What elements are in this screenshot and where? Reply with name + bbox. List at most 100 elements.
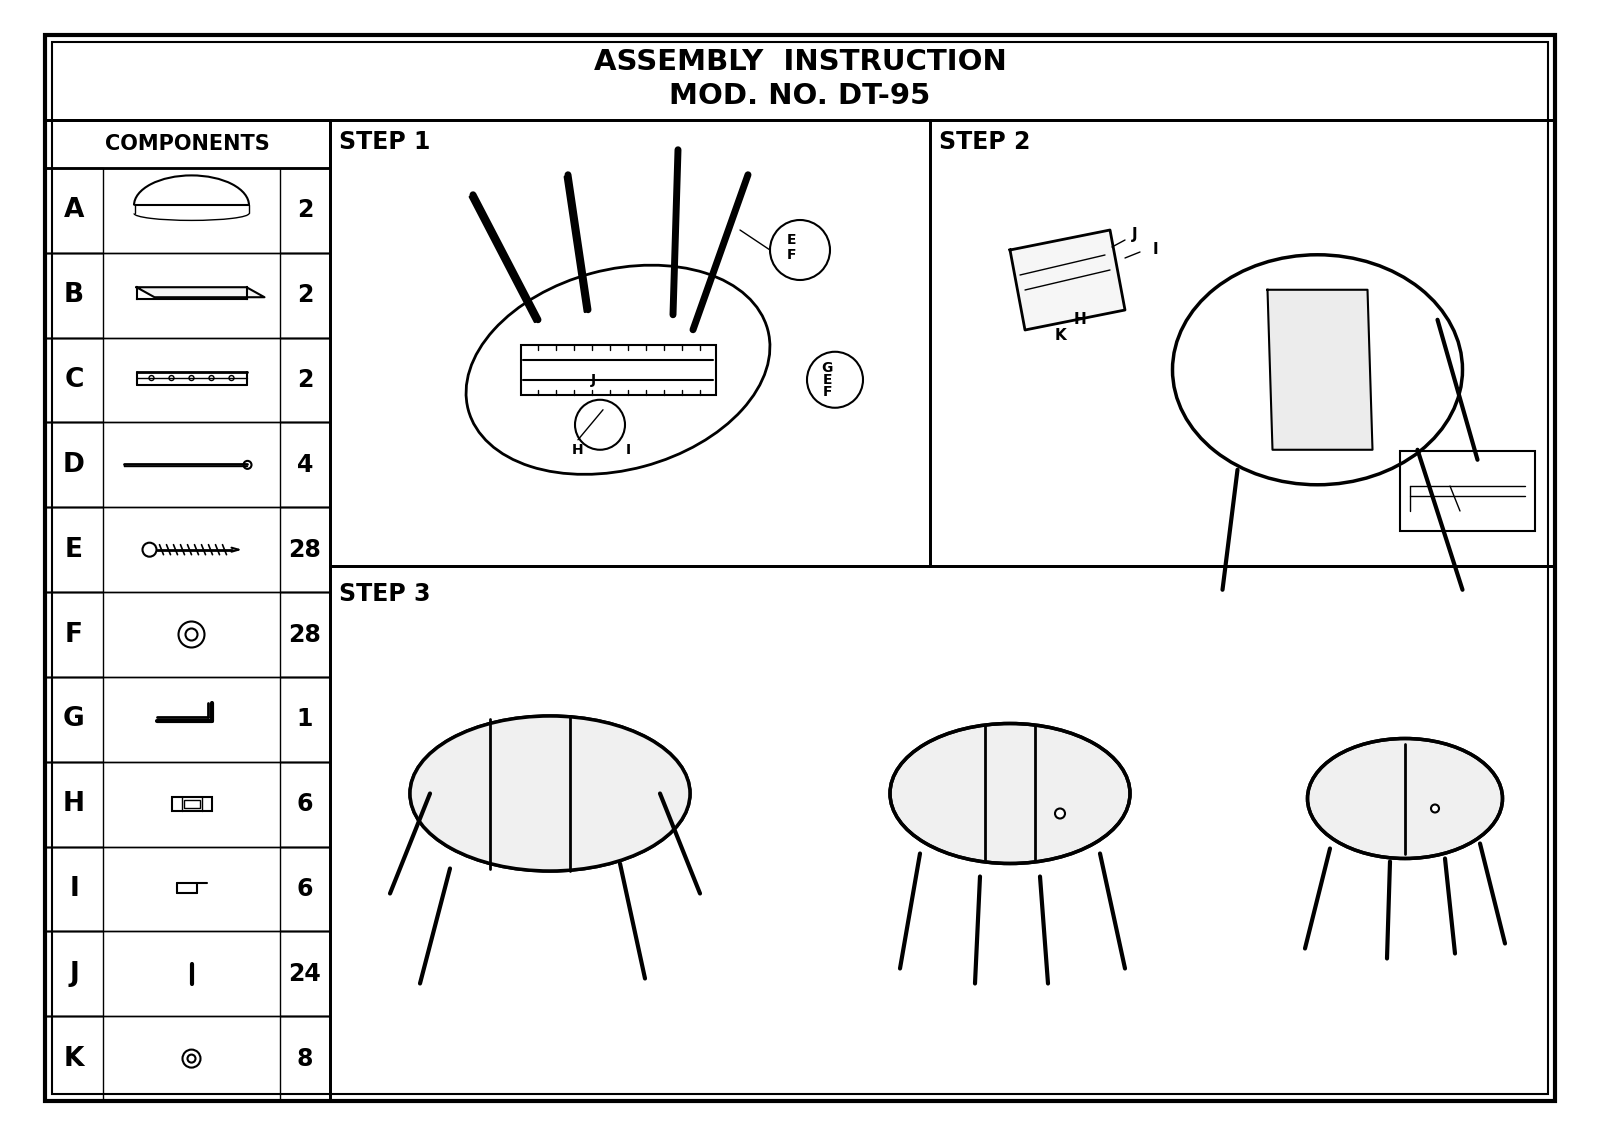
Bar: [45, 338, 330, 423]
Text: K: K: [64, 1045, 85, 1071]
Bar: [45, 423, 102, 508]
Text: STEP 3: STEP 3: [339, 582, 430, 606]
Text: 2: 2: [298, 368, 314, 392]
Text: F: F: [66, 622, 83, 648]
Bar: [280, 761, 330, 846]
Text: G: G: [62, 707, 85, 732]
Text: 1: 1: [298, 707, 314, 732]
Circle shape: [229, 375, 234, 380]
Bar: [45, 120, 330, 169]
Text: 6: 6: [296, 877, 314, 901]
Bar: [45, 761, 330, 846]
Circle shape: [170, 375, 174, 380]
Bar: [280, 593, 330, 677]
Text: 24: 24: [288, 961, 322, 986]
Text: I: I: [626, 442, 630, 457]
Bar: [171, 797, 211, 811]
Bar: [45, 169, 330, 253]
Ellipse shape: [890, 724, 1130, 863]
Bar: [45, 1016, 102, 1100]
Circle shape: [243, 460, 251, 469]
Bar: [930, 120, 1555, 566]
Text: COMPONENTS: COMPONENTS: [106, 133, 270, 154]
Circle shape: [187, 1054, 195, 1063]
Circle shape: [189, 375, 194, 380]
Bar: [280, 338, 330, 423]
Text: K: K: [1054, 328, 1066, 343]
Bar: [45, 35, 1555, 120]
Text: 8: 8: [296, 1046, 314, 1071]
Text: 4: 4: [298, 452, 314, 477]
Bar: [45, 120, 330, 1100]
Text: B: B: [64, 283, 85, 309]
Bar: [45, 677, 102, 761]
Bar: [280, 846, 330, 931]
Text: STEP 1: STEP 1: [339, 130, 430, 154]
Bar: [1400, 451, 1534, 530]
Text: A: A: [64, 198, 85, 224]
Circle shape: [142, 543, 157, 556]
Bar: [45, 253, 330, 338]
Bar: [45, 423, 330, 508]
Polygon shape: [1010, 230, 1125, 330]
Text: G: G: [821, 361, 832, 374]
Bar: [45, 931, 102, 1016]
Circle shape: [179, 622, 205, 648]
Text: J: J: [69, 960, 78, 986]
Circle shape: [182, 1050, 200, 1068]
Circle shape: [186, 629, 197, 640]
Text: H: H: [573, 442, 584, 457]
Text: F: F: [787, 248, 797, 262]
Bar: [45, 1016, 330, 1100]
Bar: [45, 677, 330, 761]
Text: J: J: [1133, 227, 1138, 242]
Bar: [280, 931, 330, 1016]
Text: F: F: [822, 385, 832, 399]
Text: I: I: [1152, 242, 1158, 258]
Text: J: J: [590, 373, 595, 387]
Bar: [45, 508, 102, 593]
Polygon shape: [1267, 290, 1373, 450]
Text: C: C: [64, 368, 83, 394]
Text: ASSEMBLY  INSTRUCTION: ASSEMBLY INSTRUCTION: [594, 49, 1006, 76]
Circle shape: [149, 375, 154, 380]
Bar: [45, 761, 102, 846]
Bar: [45, 846, 102, 931]
Bar: [45, 508, 330, 593]
Bar: [280, 169, 330, 253]
Bar: [45, 253, 102, 338]
Polygon shape: [136, 287, 264, 297]
Bar: [280, 677, 330, 761]
Bar: [45, 593, 102, 677]
Bar: [45, 931, 330, 1016]
Bar: [330, 120, 930, 566]
Ellipse shape: [410, 716, 690, 871]
Bar: [280, 508, 330, 593]
Text: 28: 28: [288, 622, 322, 647]
Text: E: E: [66, 537, 83, 563]
Bar: [280, 253, 330, 338]
Bar: [45, 593, 330, 677]
Text: H: H: [62, 792, 85, 817]
Text: E: E: [787, 233, 797, 247]
Bar: [45, 169, 102, 253]
Bar: [184, 800, 200, 809]
Bar: [280, 423, 330, 508]
Text: 2: 2: [298, 198, 314, 223]
Bar: [520, 345, 715, 395]
Circle shape: [1054, 809, 1066, 819]
Text: STEP 2: STEP 2: [939, 130, 1030, 154]
Text: I: I: [69, 875, 78, 901]
Circle shape: [1430, 804, 1438, 812]
Bar: [280, 1016, 330, 1100]
Text: 6: 6: [296, 792, 314, 817]
Ellipse shape: [1307, 739, 1502, 858]
Text: E: E: [822, 373, 832, 387]
Circle shape: [210, 375, 214, 380]
Bar: [330, 566, 1555, 1100]
Bar: [45, 338, 102, 423]
Text: 2: 2: [298, 283, 314, 308]
Text: 28: 28: [288, 537, 322, 562]
Text: H: H: [1074, 312, 1086, 328]
Bar: [45, 846, 330, 931]
